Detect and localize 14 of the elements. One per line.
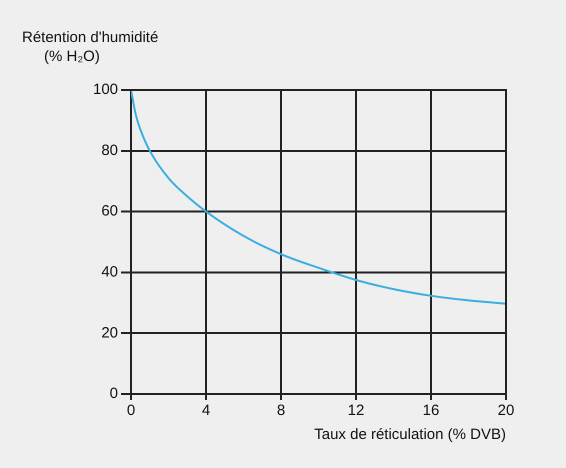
y-axis-title: Rétention d'humidité (% H₂O) [22,28,158,66]
x-tick-label: 20 [498,402,514,420]
x-tick-label: 4 [202,402,210,420]
y-tick-label: 0 [110,385,118,402]
x-tick-label: 16 [422,402,440,420]
x-tick-label: 12 [348,402,364,420]
y-tick-label: 60 [101,202,118,220]
x-tick-label: 8 [276,402,286,420]
y-tick-label: 20 [101,324,118,342]
x-tick-label: 0 [126,402,136,420]
y-tick-label: 80 [101,142,118,159]
y-tick-label: 100 [92,81,118,98]
y-tick-label: 40 [101,264,118,281]
x-axis-title: Taux de réticulation (% DVB) [314,426,506,444]
